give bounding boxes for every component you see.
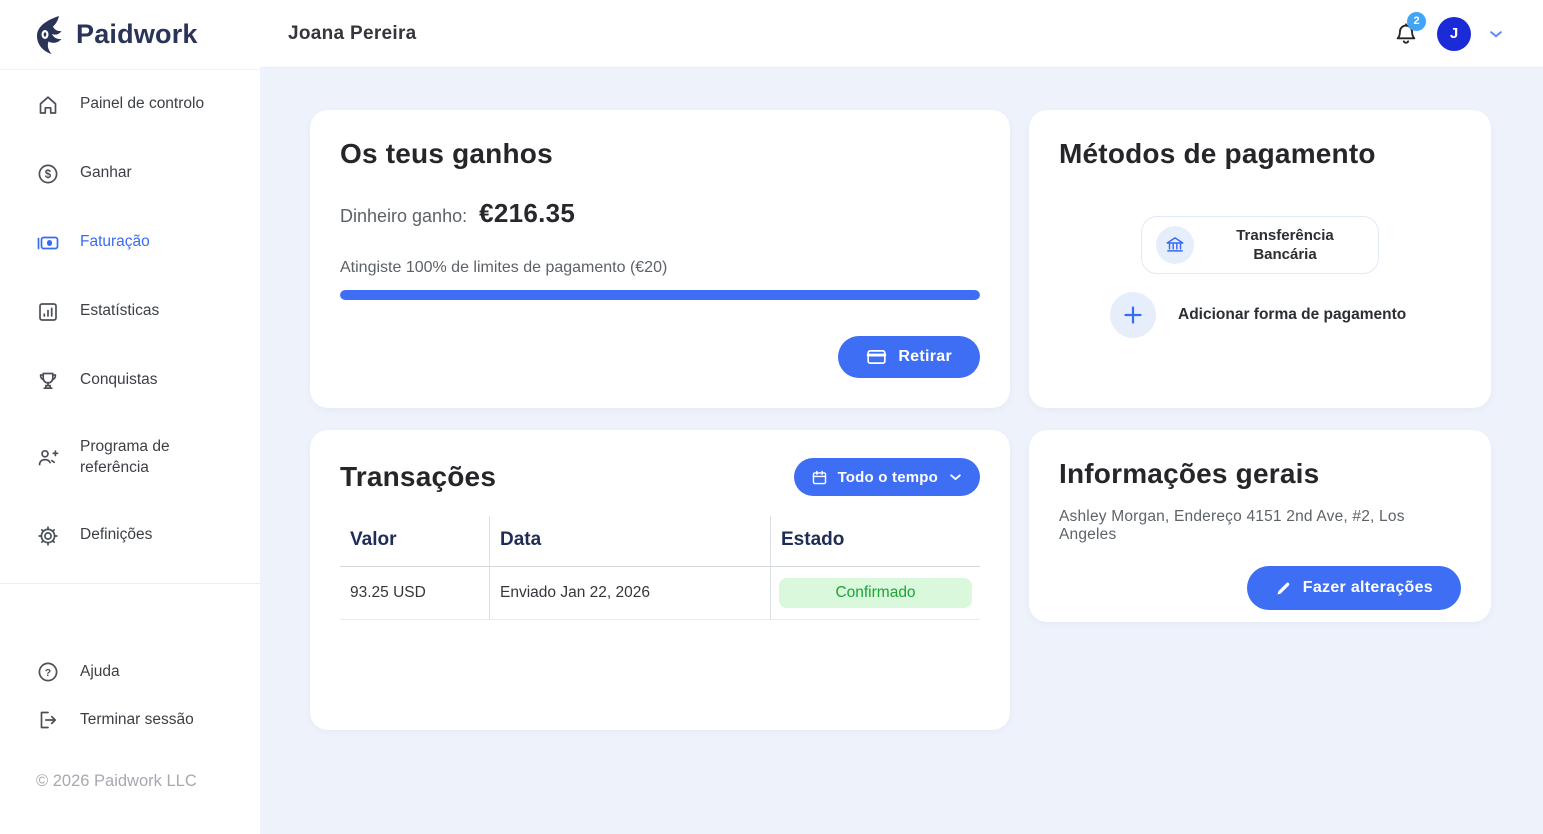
logo[interactable]: Paidwork [0,0,260,70]
sidebar-item-label: Painel de controlo [80,95,205,113]
time-filter-label: Todo o tempo [837,468,938,486]
banknote-icon [36,231,60,255]
copyright-text: © 2026 Paidwork LLC [36,772,197,790]
sidebar-item-label: Programa de referência [80,438,170,476]
plus-icon [1110,292,1156,338]
transactions-header-row: Transações Todo o tempo [340,458,980,496]
topbar-right: 2 J [1391,11,1505,51]
notifications-button[interactable]: 2 [1391,11,1426,49]
content: Os teus ganhos Dinheiro ganho: €216.35 A… [260,68,1543,730]
topbar: Joana Pereira 2 J [260,0,1543,68]
sidebar-item-label: Faturação [80,233,150,251]
time-filter-button[interactable]: Todo o tempo [793,458,980,496]
general-info-card: Informações gerais Ashley Morgan, Endere… [1029,430,1491,622]
sidebar-nav: Painel de controlo $ Ganhar Faturação Es… [0,70,260,570]
avatar[interactable]: J [1437,16,1471,51]
sidebar-item-faturacao[interactable]: Faturação [36,208,260,277]
svg-text:?: ? [45,667,51,679]
help-circle-icon: ? [36,660,60,684]
transaction-status-cell: Confirmado [770,567,980,620]
sidebar-bottom-nav: ? Ajuda Terminar sessão [0,648,260,744]
paidwork-bird-icon [34,15,64,55]
transactions-table: Valor Data Estado 93.25 USD Enviado Jan … [340,516,980,620]
user-plus-icon [36,446,60,470]
bell-icon [1393,21,1419,47]
sidebar-item-label: Conquistas [80,371,158,389]
sidebar-item-label: Ganhar [80,164,132,182]
earned-money-row: Dinheiro ganho: €216.35 [340,198,980,229]
sidebar-item-terminar-sessao[interactable]: Terminar sessão [36,696,260,744]
payment-methods-card-title: Métodos de pagamento [1059,138,1376,169]
status-badge: Confirmado [779,578,972,608]
transactions-card: Transações Todo o tempo [310,430,1010,730]
bank-transfer-method[interactable]: Transferência Bancária [1141,216,1379,274]
bar-chart-icon [36,300,60,324]
content-left-column: Os teus ganhos Dinheiro ganho: €216.35 A… [310,110,1010,730]
transaction-amount: 93.25 USD [340,567,489,620]
home-icon [36,93,60,117]
earned-money-value: €216.35 [479,198,576,228]
account-details-text: Ashley Morgan, Endereço 4151 2nd Ave, #2… [1059,508,1405,543]
column-header-estado: Estado [770,516,980,567]
withdraw-button-label: Retirar [898,348,952,365]
transaction-date: Enviado Jan 22, 2026 [489,567,770,620]
gear-icon [36,524,60,548]
column-header-valor: Valor [340,516,489,567]
sidebar-item-label: Estatísticas [80,302,160,320]
earnings-card-title: Os teus ganhos [340,138,553,169]
info-button-row: Fazer alterações [1059,566,1461,610]
chevron-down-icon [948,470,963,485]
sidebar-item-painel-de-controlo[interactable]: Painel de controlo [36,70,260,139]
add-payment-method-button[interactable]: Adicionar forma de pagamento [1110,292,1410,338]
chevron-down-icon[interactable] [1487,25,1505,43]
withdraw-button[interactable]: Retirar [838,336,980,378]
notification-count-badge: 2 [1407,11,1426,31]
sidebar-item-ganhar[interactable]: $ Ganhar [36,139,260,208]
logout-icon [36,708,60,732]
sidebar-item-estatisticas[interactable]: Estatísticas [36,277,260,346]
dollar-circle-icon: $ [36,162,60,186]
add-payment-method-label: Adicionar forma de pagamento [1178,306,1407,323]
earnings-card: Os teus ganhos Dinheiro ganho: €216.35 A… [310,110,1010,408]
content-right-column: Métodos de pagamento Transferência Bancá… [1029,110,1491,730]
sidebar-item-ajuda[interactable]: ? Ajuda [36,648,260,696]
pencil-icon [1275,580,1292,597]
svg-text:$: $ [45,169,52,181]
earned-money-label: Dinheiro ganho: [340,206,468,226]
main-area: Joana Pereira 2 J [260,0,1543,834]
payment-methods-card: Métodos de pagamento Transferência Bancá… [1029,110,1491,408]
sidebar-item-conquistas[interactable]: Conquistas [36,346,260,415]
sidebar-item-programa-de-referencia[interactable]: Programa de referência [36,415,260,501]
trophy-icon [36,369,60,393]
calendar-icon [811,469,828,486]
credit-card-icon [866,348,887,366]
sidebar: Paidwork Painel de controlo $ Ganhar Fat… [0,0,260,834]
payout-progress-bar [340,290,980,300]
make-changes-button[interactable]: Fazer alterações [1246,566,1461,610]
payout-limit-label: Atingiste 100% de limites de pagamento (… [340,259,668,276]
sidebar-divider [0,583,260,584]
bank-transfer-label: Transferência Bancária [1236,226,1334,264]
sidebar-item-label: Definições [80,526,153,544]
column-header-data: Data [489,516,770,567]
bank-icon [1156,226,1194,264]
logo-text: Paidwork [76,19,198,49]
sidebar-item-label: Terminar sessão [80,710,194,728]
withdraw-row: Retirar [340,336,980,378]
table-row[interactable]: 93.25 USD Enviado Jan 22, 2026 Confirmad… [340,567,980,620]
page-title-user-name: Joana Pereira [288,22,417,44]
progress-fill [340,290,980,300]
table-header-row: Valor Data Estado [340,516,980,567]
transactions-card-title: Transações [340,461,497,492]
sidebar-item-label: Ajuda [80,662,120,680]
general-info-card-title: Informações gerais [1059,458,1320,489]
sidebar-item-definicoes[interactable]: Definições [36,501,260,570]
make-changes-label: Fazer alterações [1302,579,1433,596]
